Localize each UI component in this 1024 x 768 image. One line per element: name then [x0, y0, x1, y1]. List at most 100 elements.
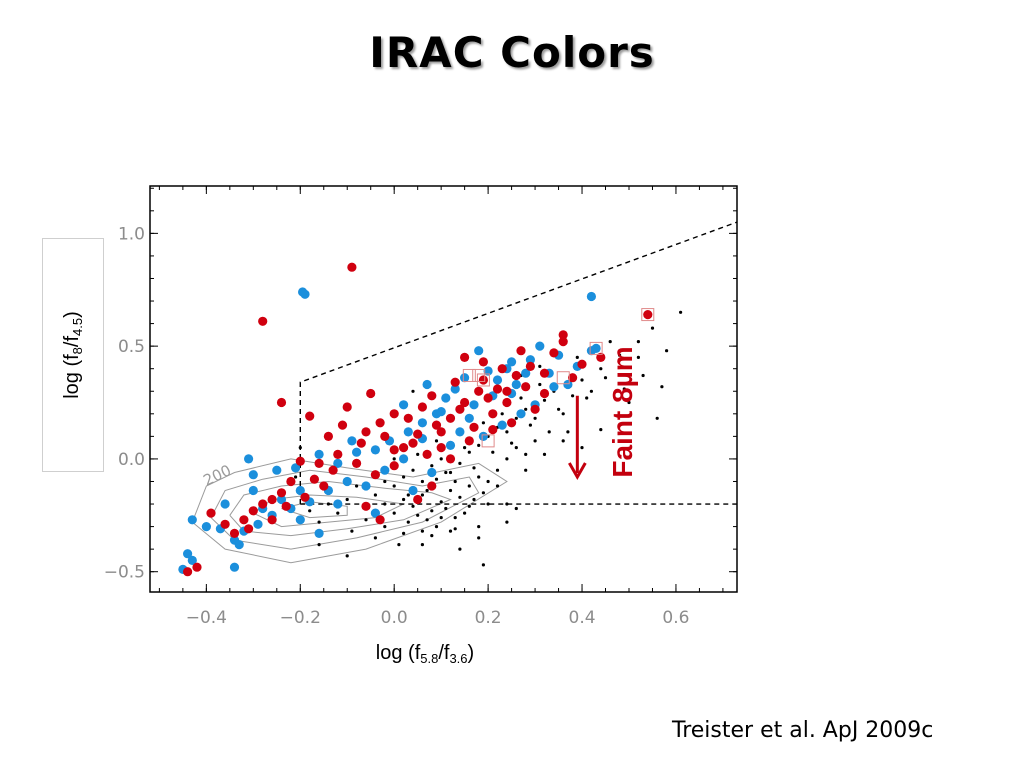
box-marker — [472, 368, 486, 382]
black-point — [505, 520, 509, 524]
x-tick-label: −0.2 — [280, 608, 321, 628]
black-point — [580, 446, 584, 450]
red-point — [220, 519, 230, 529]
black-point — [505, 457, 509, 461]
black-point — [472, 466, 476, 470]
blue-point — [244, 454, 254, 464]
black-point — [458, 495, 462, 499]
black-point — [402, 475, 406, 479]
y-axis-label-box: log (f8/f4.5) — [42, 238, 104, 472]
red-point — [337, 420, 348, 430]
box-marker — [556, 371, 570, 385]
blue-point — [549, 382, 559, 392]
black-point — [430, 464, 434, 468]
x-tick-label: 0.2 — [475, 608, 502, 628]
black-point — [491, 450, 495, 454]
blue-point — [497, 420, 507, 430]
red-point — [460, 397, 470, 408]
red-point — [258, 316, 268, 326]
black-point — [467, 484, 471, 488]
black-point — [345, 554, 349, 558]
blue-point — [220, 499, 230, 509]
black-point — [524, 468, 528, 472]
red-point — [375, 515, 385, 525]
black-point — [383, 479, 387, 484]
black-point — [618, 353, 622, 357]
red-point — [431, 420, 442, 430]
black-point — [477, 525, 481, 529]
black-point — [463, 511, 467, 515]
red-point — [474, 386, 484, 396]
red-point — [460, 352, 470, 362]
box-marker — [476, 373, 490, 387]
arrow-head — [568, 462, 587, 480]
blue-point — [417, 418, 427, 428]
black-point — [603, 376, 608, 380]
red-point — [399, 443, 409, 453]
red-point — [319, 481, 329, 491]
blue-point — [342, 476, 352, 487]
black-point — [406, 520, 410, 524]
black-point — [608, 340, 612, 344]
red-point — [427, 481, 437, 491]
blue-point — [507, 357, 517, 367]
red-point — [370, 470, 380, 480]
x-axis-label: log (f5.8/f3.6) — [375, 642, 475, 666]
black-point — [627, 400, 631, 405]
black-point — [411, 389, 415, 393]
black-point — [524, 407, 528, 411]
box-marker — [481, 434, 495, 448]
black-point — [458, 461, 462, 465]
black-point — [416, 452, 420, 456]
black-point — [679, 310, 683, 314]
contour-line — [229, 480, 452, 537]
black-point — [655, 416, 659, 420]
black-point — [514, 416, 518, 420]
black-point — [402, 497, 406, 502]
black-point — [463, 446, 467, 450]
red-point — [596, 352, 606, 362]
red-point — [366, 388, 376, 399]
wedge-upper-line — [299, 221, 738, 504]
red-point — [464, 436, 474, 446]
blue-point — [187, 555, 197, 566]
black-point — [477, 443, 481, 447]
black-point — [425, 488, 429, 493]
black-point — [392, 457, 396, 461]
red-point — [427, 391, 437, 401]
red-point — [530, 404, 540, 414]
x-tick-label: 0.4 — [569, 608, 596, 628]
black-point — [542, 452, 547, 456]
contour-line — [281, 501, 348, 519]
red-point — [328, 465, 338, 475]
black-point — [411, 468, 415, 472]
black-point — [317, 520, 321, 524]
black-point — [326, 502, 330, 506]
black-point — [453, 516, 457, 520]
black-point — [575, 355, 579, 359]
red-point — [352, 458, 362, 468]
blue-point — [445, 440, 456, 450]
black-point — [486, 479, 490, 484]
red-point — [408, 438, 418, 448]
red-point — [483, 393, 493, 403]
blue-point — [521, 368, 531, 378]
blue-point — [201, 522, 211, 532]
blue-point — [276, 494, 287, 505]
red-point — [502, 397, 512, 408]
red-point — [502, 386, 512, 396]
red-point — [507, 418, 517, 428]
black-point — [402, 531, 406, 536]
black-point — [397, 543, 401, 547]
blue-point — [422, 379, 432, 390]
red-point — [478, 357, 488, 367]
blue-point — [187, 515, 197, 525]
red-point — [333, 449, 343, 459]
black-point — [650, 326, 655, 330]
red-point — [347, 262, 357, 272]
plot-frame — [149, 185, 738, 593]
red-point — [521, 382, 531, 392]
red-point — [549, 348, 559, 358]
black-point — [448, 529, 453, 533]
red-point — [455, 404, 465, 414]
